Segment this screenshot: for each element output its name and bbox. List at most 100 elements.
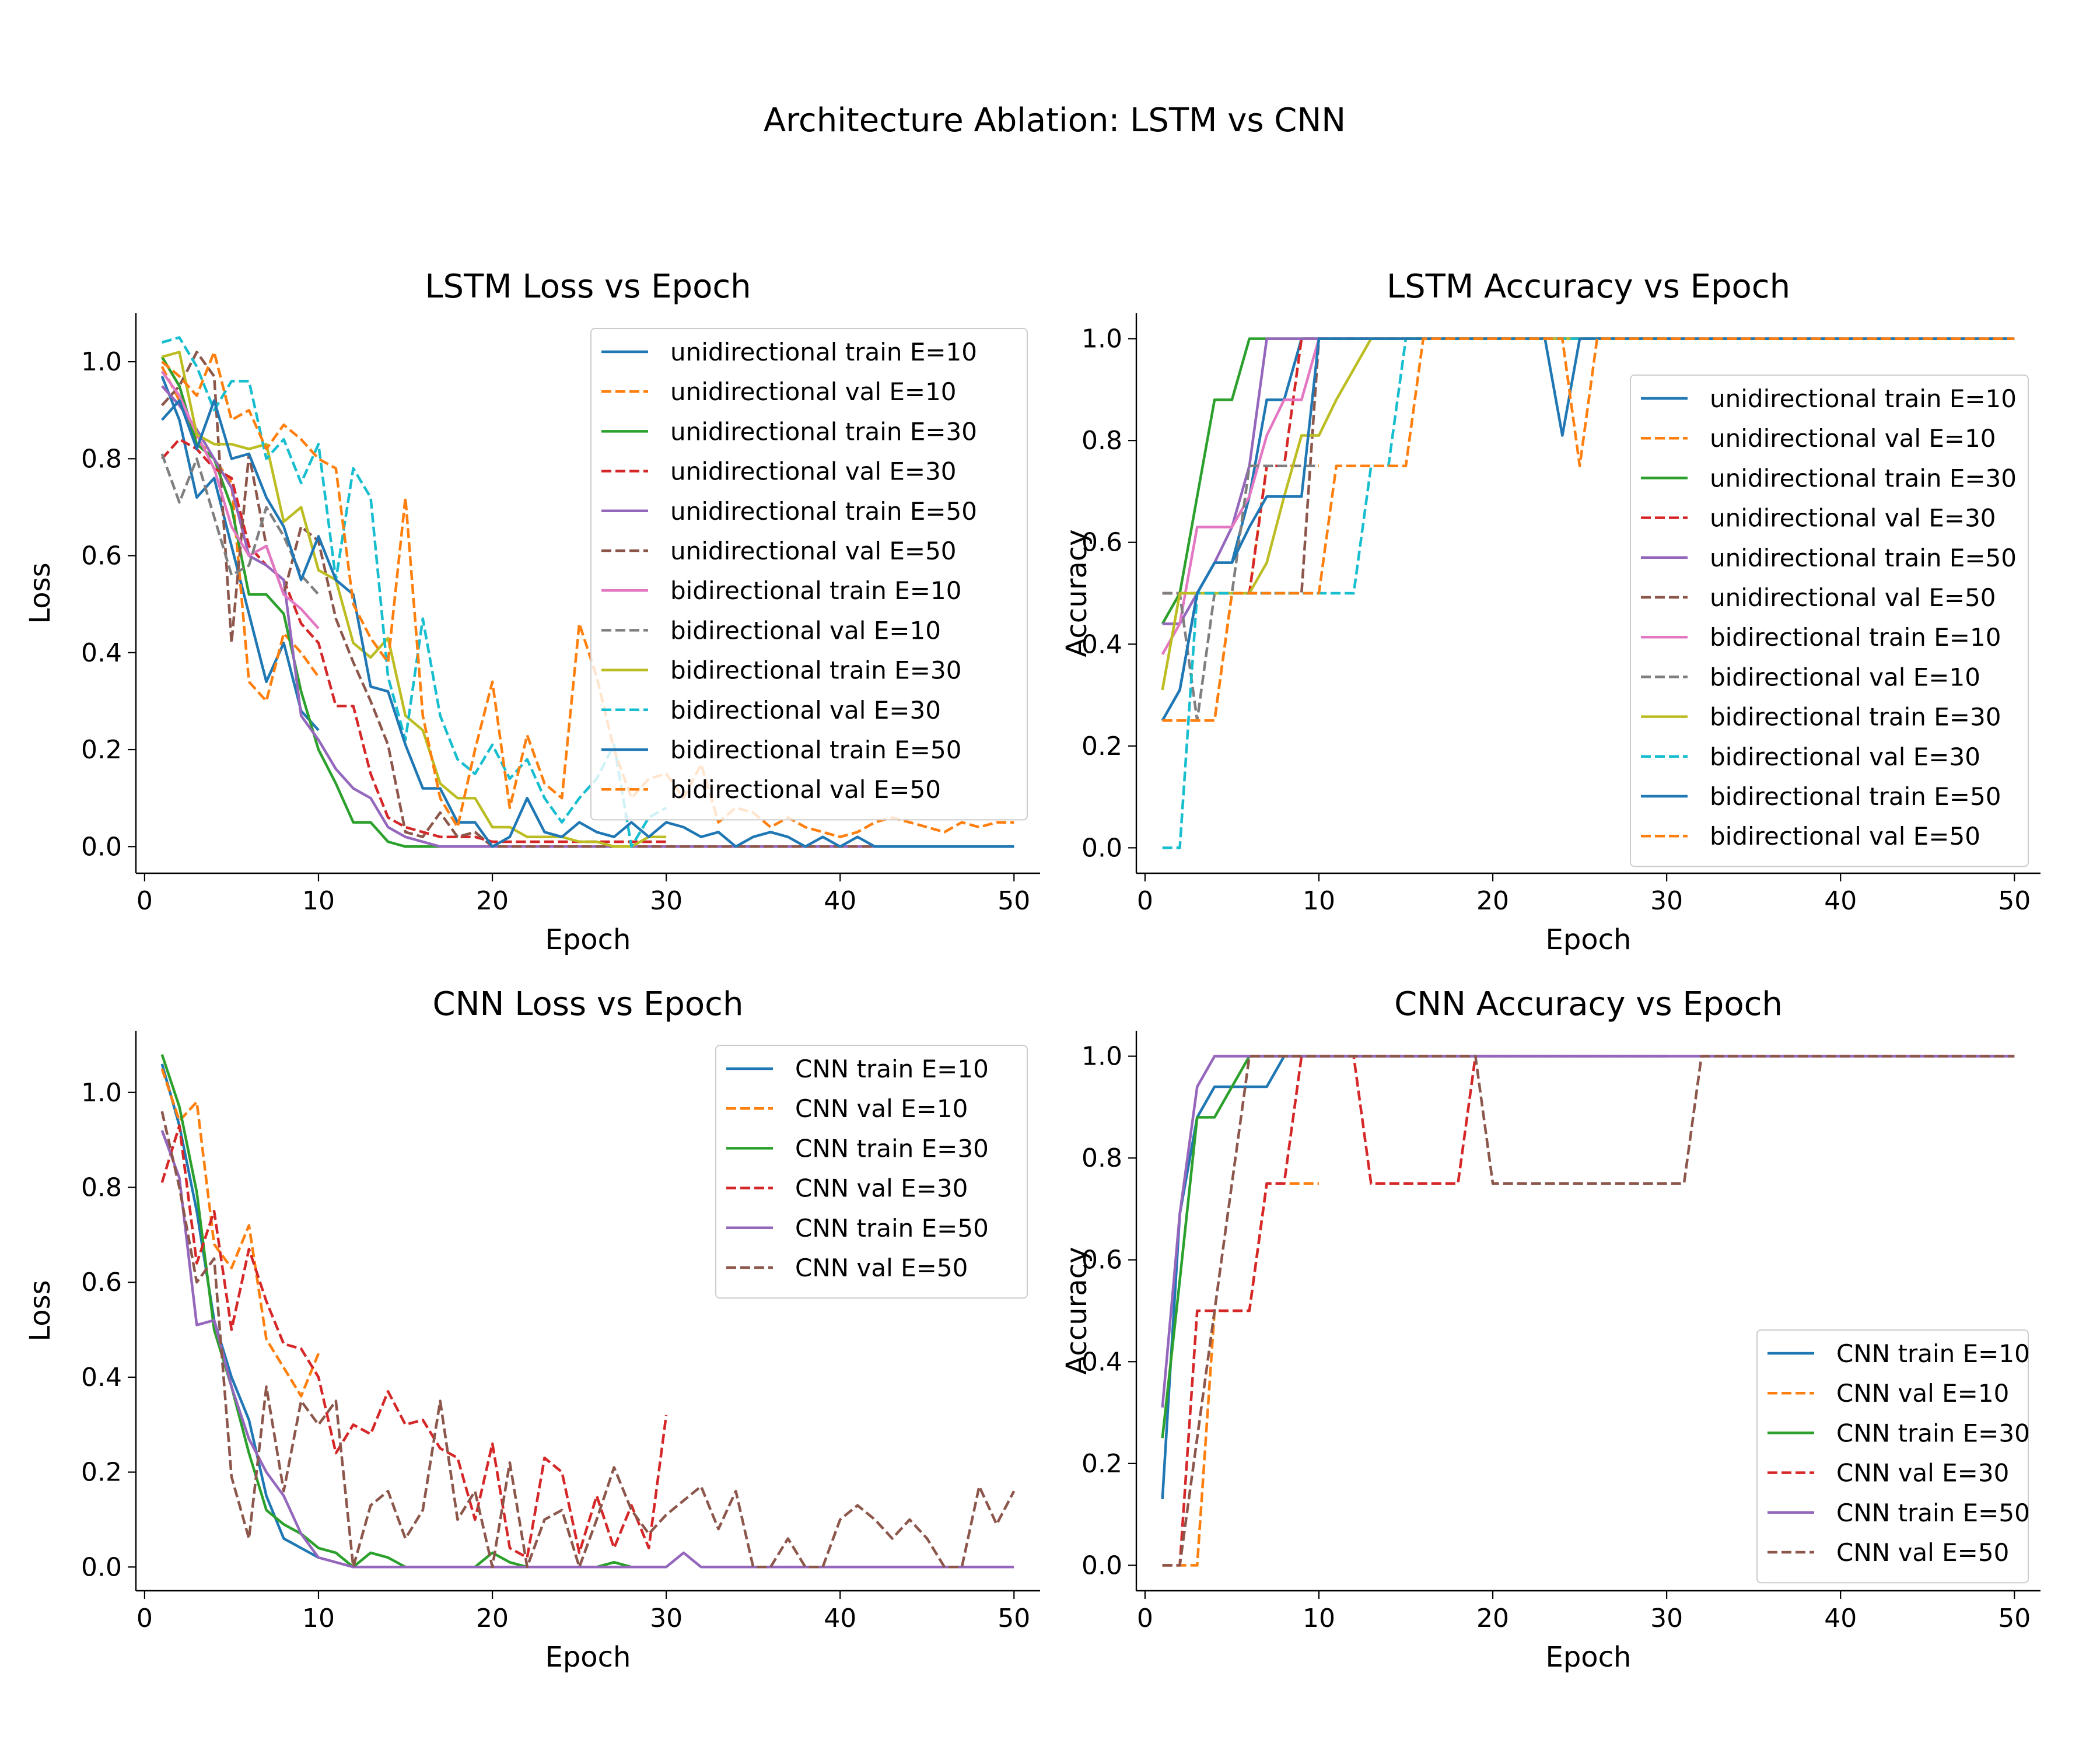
series-line-cnn-train-e-50: [160, 1130, 1014, 1569]
x-axis-label: Epoch: [545, 923, 631, 956]
series-line-cnn-val-e-30: [160, 1124, 668, 1559]
x-tick-label: 20: [476, 1604, 509, 1633]
y-tick-label: 0.6: [1082, 528, 1122, 558]
legend-frame: [1630, 374, 2029, 867]
x-tick-label: 0: [1137, 1604, 1153, 1633]
legend-label-bidirectional-train-e-50: bidirectional train E=50: [670, 736, 961, 764]
y-tick-label: 0.0: [81, 1552, 122, 1582]
y-tick-label: 0.2: [81, 735, 122, 765]
y-tick-label: 1.0: [81, 1078, 122, 1108]
x-tick-label: 30: [1650, 886, 1683, 916]
legend-label-unidirectional-train-e-50: unidirectional train E=50: [1710, 544, 2017, 572]
legend-label-cnn-train-e-10: CNN train E=10: [795, 1055, 989, 1083]
plot-series-group: [160, 1054, 1016, 1569]
figure-suptitle: Architecture Ablation: LSTM vs CNN: [764, 102, 1346, 139]
legend-label-bidirectional-train-e-30: bidirectional train E=30: [1710, 703, 2001, 732]
legend-label-bidirectional-val-e-30: bidirectional val E=30: [1710, 743, 1980, 771]
y-tick-label: 0.6: [81, 541, 122, 571]
y-tick-label: 0.4: [81, 1363, 122, 1392]
legend: CNN train E=10 CNN val E=10 CNN train E=30…: [715, 1045, 1028, 1299]
lstm-loss-panel: LSTM Loss vs Epoch 0 10 20 30 40 50 0.0 0.2 0.4 0.…: [24, 268, 1040, 956]
series-line-bidirectional-val-e-50: [1162, 337, 2015, 722]
plot-series-group: [160, 336, 1014, 848]
legend-label-unidirectional-train-e-50: unidirectional train E=50: [670, 497, 977, 526]
series-line-bidirectional-val-e-50: [161, 351, 1014, 838]
y-tick-label: 0.8: [81, 444, 122, 474]
legend-label-unidirectional-val-e-50: unidirectional val E=50: [670, 537, 957, 565]
legend-label-unidirectional-val-e-30: unidirectional val E=30: [1710, 504, 1996, 533]
legend-label-cnn-val-e-10: CNN val E=10: [795, 1094, 968, 1123]
x-tick-label: 10: [302, 1604, 335, 1633]
legend-label-cnn-val-e-50: CNN val E=50: [1836, 1538, 2009, 1567]
y-tick-label: 1.0: [1082, 1042, 1122, 1072]
x-tick-label: 30: [650, 886, 682, 916]
legend-label-cnn-train-e-30: CNN train E=30: [795, 1134, 989, 1163]
y-tick-label: 1.0: [81, 347, 122, 377]
legend-label-bidirectional-val-e-10: bidirectional val E=10: [1710, 663, 1980, 691]
y-tick-label: 0.0: [1082, 1550, 1122, 1580]
y-tick-label: 0.6: [81, 1268, 122, 1297]
legend-frame: [715, 1045, 1028, 1299]
legend-label-cnn-val-e-30: CNN val E=30: [1836, 1459, 2009, 1488]
plot-title: CNN Loss vs Epoch: [433, 985, 744, 1023]
x-tick-label: 0: [136, 1604, 153, 1633]
x-tick-label: 30: [650, 1604, 682, 1633]
y-tick-label: 0.2: [1082, 732, 1122, 761]
plot-title: LSTM Accuracy vs Epoch: [1387, 268, 1790, 306]
cnn-loss-panel: CNN Loss vs Epoch 0 10 20 30 40 50 0.0 0.2 0.4 0.6…: [24, 985, 1040, 1674]
legend-label-unidirectional-train-e-30: unidirectional train E=30: [1710, 464, 2017, 492]
y-tick-label: 0.8: [81, 1172, 122, 1202]
x-tick-label: 50: [1998, 886, 2031, 916]
x-axis-label: Epoch: [545, 1641, 631, 1674]
y-tick-label: 0.4: [1082, 1347, 1122, 1377]
x-tick-label: 0: [136, 886, 153, 916]
legend: unidirectional train E=10 unidirectional …: [1630, 374, 2029, 867]
y-tick-label: 0.4: [81, 638, 122, 668]
legend-label-unidirectional-train-e-10: unidirectional train E=10: [1710, 384, 2017, 413]
legend-label-bidirectional-train-e-50: bidirectional train E=50: [1710, 782, 2001, 811]
legend-label-cnn-train-e-10: CNN train E=10: [1836, 1339, 2030, 1368]
x-tick-label: 20: [476, 886, 509, 916]
legend-label-bidirectional-train-e-30: bidirectional train E=30: [670, 656, 961, 685]
x-tick-label: 50: [998, 886, 1030, 916]
legend-label-bidirectional-val-e-50: bidirectional val E=50: [670, 775, 941, 804]
plot-series-group: [1161, 337, 2015, 849]
y-axis-label: Accuracy: [1060, 1247, 1093, 1374]
legend-label-bidirectional-train-e-10: bidirectional train E=10: [670, 576, 961, 605]
y-tick-label: 0.0: [81, 832, 122, 862]
series-line-bidirectional-train-e-10: [160, 370, 320, 629]
series-line-unidirectional-val-e-30: [161, 438, 667, 844]
legend-label-bidirectional-val-e-50: bidirectional val E=50: [1710, 822, 1980, 850]
legend-label-unidirectional-val-e-30: unidirectional val E=30: [670, 457, 957, 486]
x-tick-label: 40: [824, 1604, 856, 1633]
y-tick-label: 0.2: [1082, 1449, 1122, 1479]
legend-label-cnn-val-e-50: CNN val E=50: [795, 1254, 968, 1282]
legend-frame: [590, 328, 1028, 821]
legend-label-unidirectional-val-e-10: unidirectional val E=10: [1710, 424, 1996, 453]
x-tick-label: 10: [302, 886, 335, 916]
legend-label-unidirectional-val-e-50: unidirectional val E=50: [1710, 583, 1996, 612]
plot-title: LSTM Loss vs Epoch: [425, 268, 751, 306]
legend-label-cnn-train-e-50: CNN train E=50: [1836, 1499, 2030, 1527]
series-line-cnn-train-e-10: [160, 1063, 320, 1559]
y-tick-label: 0.2: [81, 1458, 122, 1488]
legend-frame: [1756, 1329, 2029, 1584]
legend-label-unidirectional-train-e-30: unidirectional train E=30: [670, 417, 977, 446]
y-tick-label: 0.0: [1082, 833, 1122, 863]
x-axis-label: Epoch: [1546, 923, 1632, 956]
y-axis-label: Accuracy: [1060, 529, 1093, 657]
x-tick-label: 20: [1476, 886, 1509, 916]
series-line-bidirectional-val-e-30: [162, 336, 667, 848]
plot-title: CNN Accuracy vs Epoch: [1394, 985, 1783, 1023]
x-axis-label: Epoch: [1546, 1641, 1632, 1674]
y-tick-label: 0.4: [1082, 629, 1122, 659]
y-axis-label: Loss: [24, 562, 57, 624]
legend-label-bidirectional-train-e-10: bidirectional train E=10: [1710, 623, 2001, 652]
legend-label-cnn-train-e-50: CNN train E=50: [795, 1214, 989, 1242]
series-line-bidirectional-train-e-30: [162, 351, 667, 848]
series-line-unidirectional-val-e-10: [160, 366, 320, 703]
legend-label-bidirectional-val-e-10: bidirectional val E=10: [670, 616, 941, 645]
y-tick-label: 0.6: [1082, 1245, 1122, 1275]
